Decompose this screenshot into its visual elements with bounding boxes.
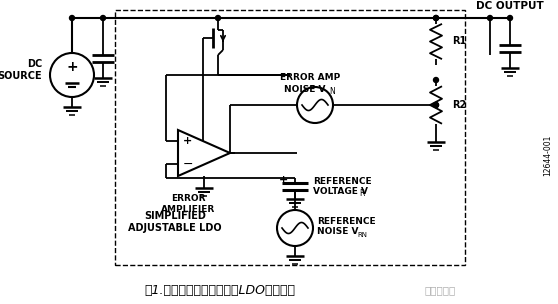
Text: NOISE V: NOISE V bbox=[317, 227, 358, 237]
Text: +: + bbox=[278, 175, 287, 185]
Circle shape bbox=[434, 16, 439, 20]
Text: +: + bbox=[184, 136, 193, 146]
Text: 电子发烧友: 电子发烧友 bbox=[425, 285, 456, 295]
Text: N: N bbox=[329, 88, 335, 96]
Circle shape bbox=[70, 16, 75, 20]
Text: 12644-001: 12644-001 bbox=[543, 134, 552, 176]
Text: ERROR AMP: ERROR AMP bbox=[280, 74, 340, 82]
Text: ERROR
AMPLIFIER: ERROR AMPLIFIER bbox=[161, 194, 215, 214]
Circle shape bbox=[434, 102, 439, 108]
Circle shape bbox=[100, 16, 105, 20]
Text: 图1.显示内部噪声源的可调LDO简化框图: 图1.显示内部噪声源的可调LDO简化框图 bbox=[145, 284, 296, 296]
Bar bbox=[115, 10, 465, 265]
Circle shape bbox=[488, 16, 493, 20]
Circle shape bbox=[434, 78, 439, 82]
Text: REFERENCE: REFERENCE bbox=[317, 216, 376, 226]
Text: R: R bbox=[359, 189, 364, 199]
Circle shape bbox=[277, 210, 313, 246]
Text: SIMPLIFIED
ADJUSTABLE LDO: SIMPLIFIED ADJUSTABLE LDO bbox=[128, 211, 222, 233]
Text: R2: R2 bbox=[452, 100, 466, 110]
Text: NOISE V: NOISE V bbox=[284, 85, 326, 94]
Text: −: − bbox=[183, 157, 193, 171]
Circle shape bbox=[50, 53, 94, 97]
Text: VOLTAGE V: VOLTAGE V bbox=[313, 186, 368, 195]
Text: R1: R1 bbox=[452, 36, 466, 47]
Circle shape bbox=[215, 16, 220, 20]
Text: RN: RN bbox=[357, 232, 367, 238]
Text: REFERENCE: REFERENCE bbox=[313, 178, 372, 186]
Circle shape bbox=[297, 87, 333, 123]
Circle shape bbox=[507, 16, 512, 20]
Circle shape bbox=[434, 102, 439, 108]
Polygon shape bbox=[178, 130, 230, 176]
Circle shape bbox=[434, 16, 439, 20]
Text: +: + bbox=[66, 60, 78, 74]
Text: DC
SOURCE: DC SOURCE bbox=[0, 59, 42, 81]
Text: DC OUTPUT: DC OUTPUT bbox=[476, 1, 544, 11]
